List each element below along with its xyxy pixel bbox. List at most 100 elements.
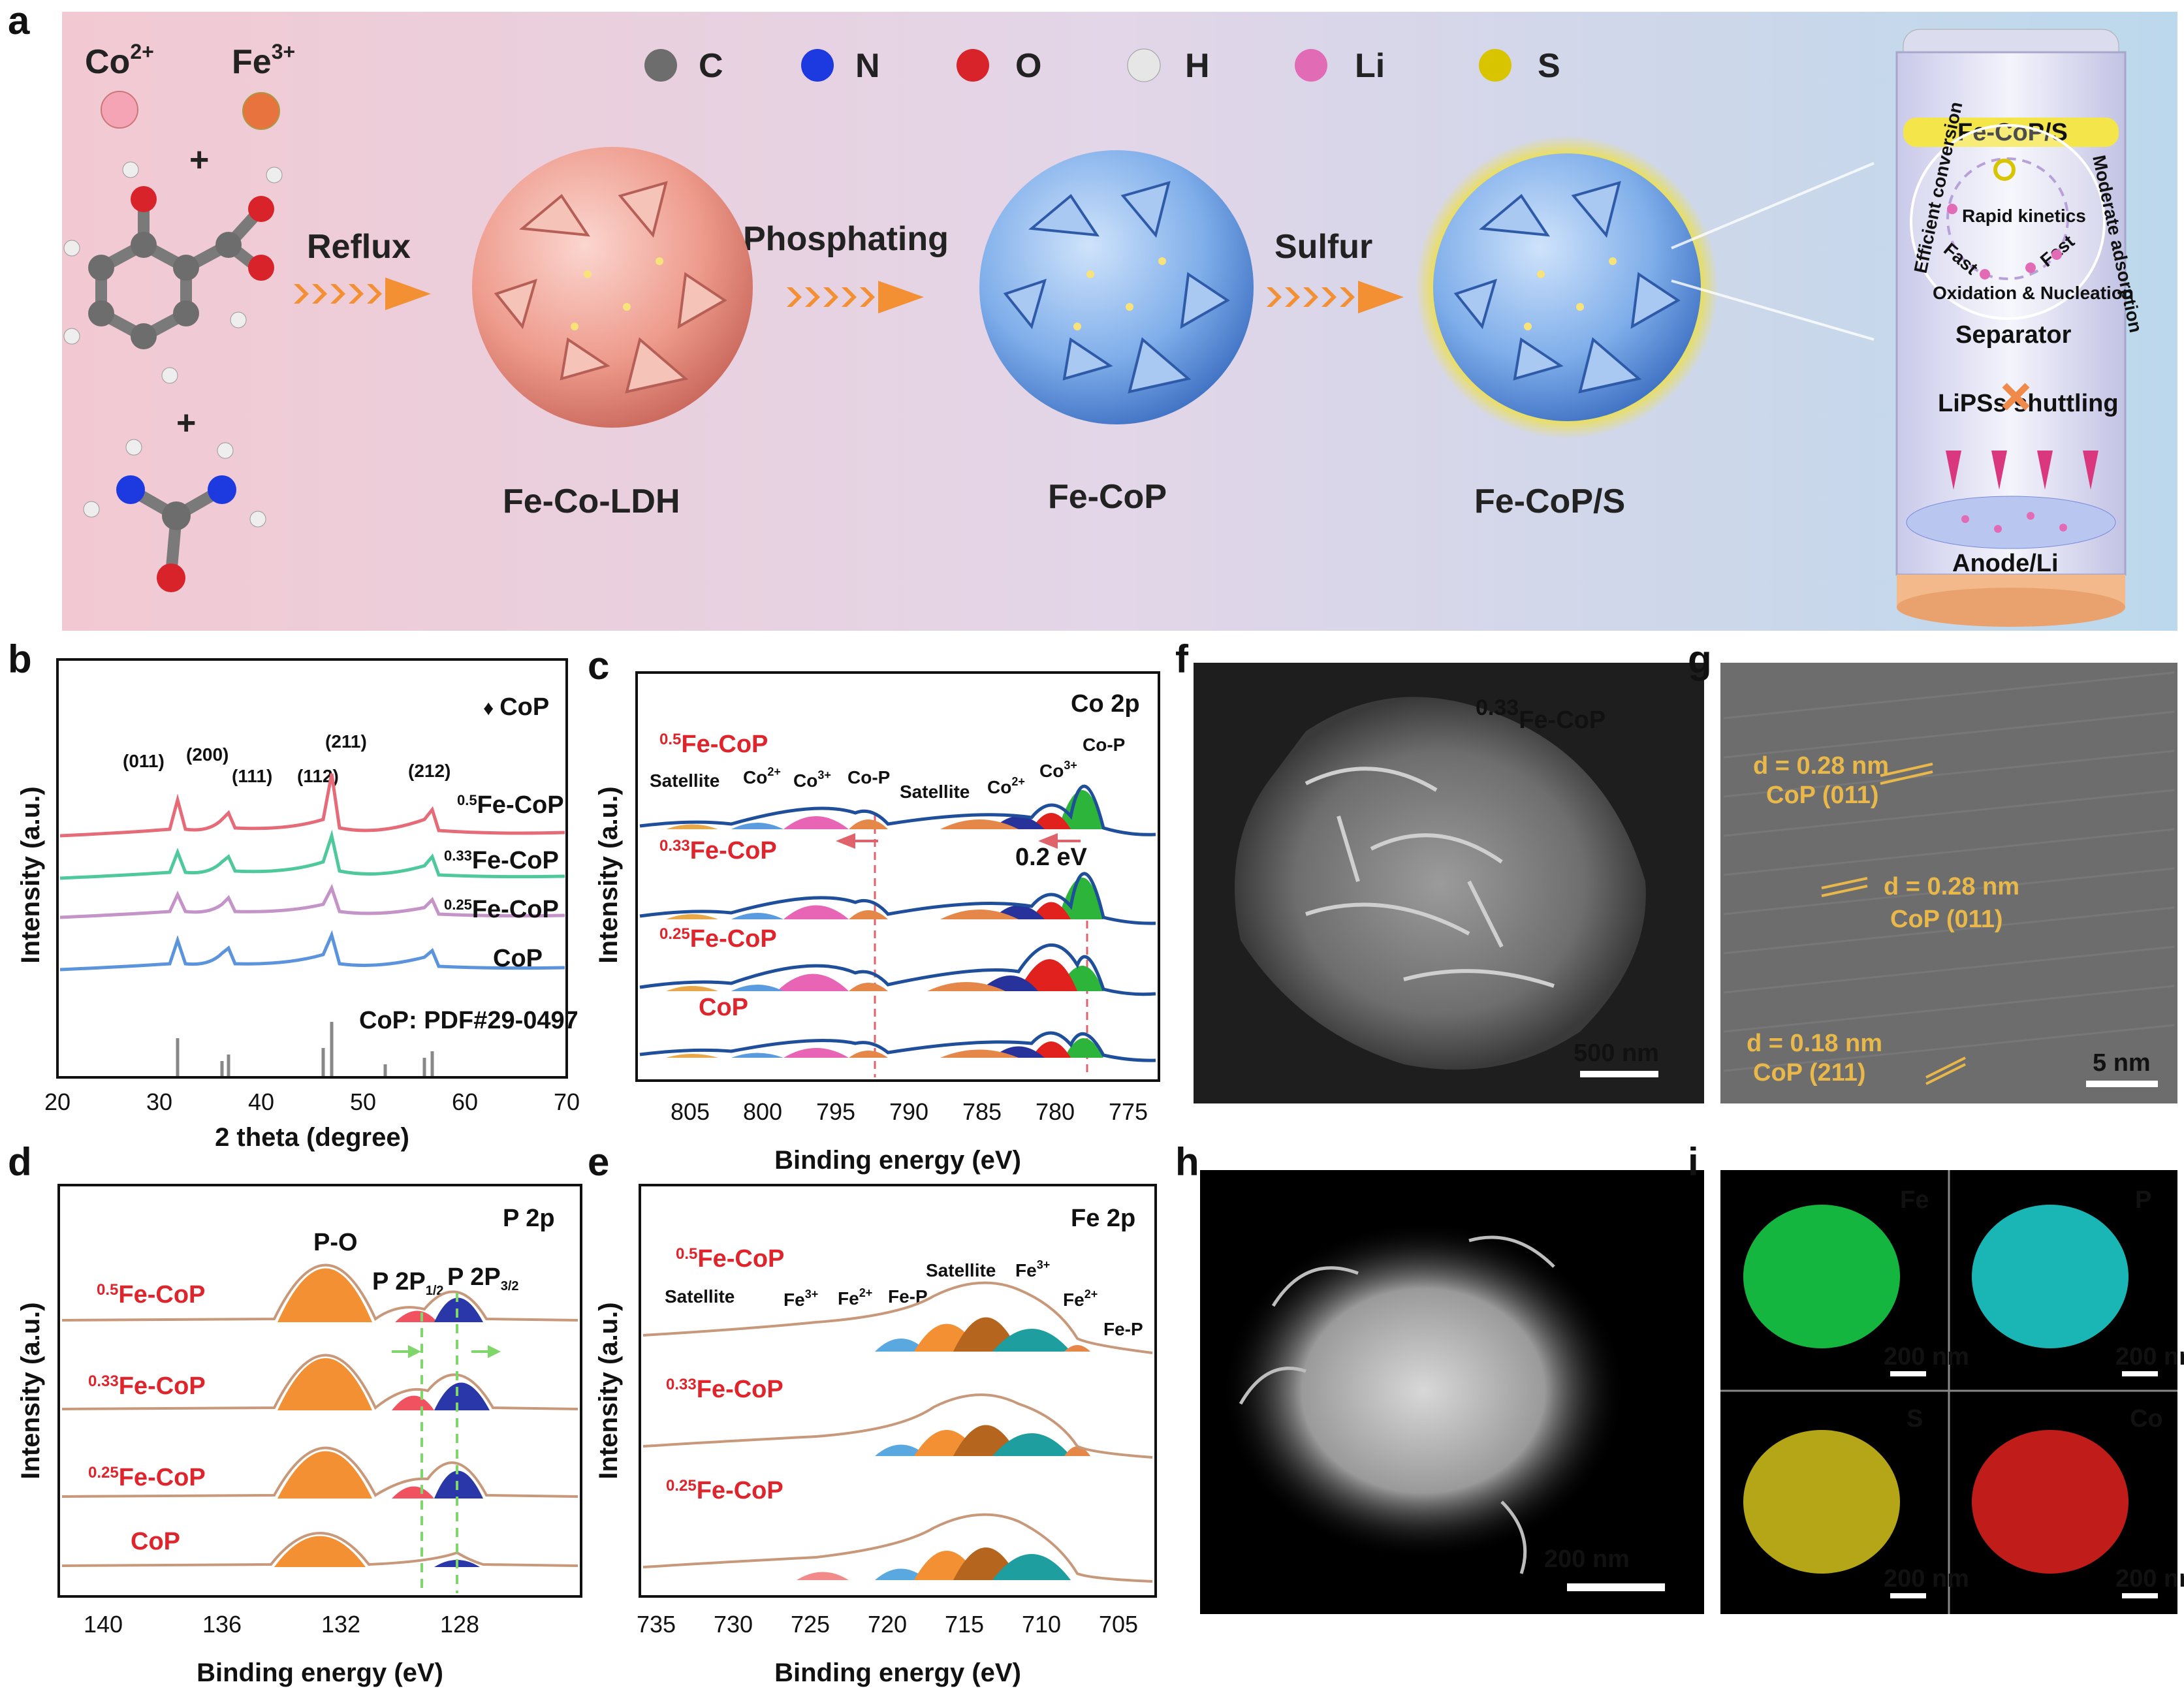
arrow-phosphating	[787, 281, 924, 313]
svg-text:775: 775	[1109, 1098, 1148, 1125]
panel-d: d Intensity (a.u.) Binding energy (eV) 1…	[8, 1140, 582, 1687]
svg-text:60: 60	[452, 1088, 478, 1115]
svg-text:725: 725	[791, 1611, 830, 1638]
svg-text:128: 128	[440, 1611, 479, 1638]
panel-g-scale: 5 nm	[2093, 1049, 2151, 1077]
panel-c-sample-labels: 0.5Fe-CoP 0.33Fe-CoP 0.25Fe-CoP CoP	[659, 731, 777, 1021]
panel-c-peak-labels: Satellite Co2+ Co3+ Co-P Satellite Co2+ …	[650, 735, 1125, 802]
anode-label: Anode/Li	[1952, 550, 2059, 577]
eds-p-map	[1972, 1205, 2129, 1348]
panel-e-peak-labels: Satellite Fe3+ Fe2+ Fe-P Satellite Fe3+ …	[665, 1258, 1143, 1339]
panel-c: c Intensity (a.u.) Binding energy (eV) 8…	[588, 644, 1160, 1175]
co-ion-ball	[101, 91, 138, 129]
legend-dot-h	[1127, 48, 1161, 82]
panel-e-xticks: 735 730 725 720 715 710 705	[637, 1611, 1138, 1638]
legend-dot-c	[644, 49, 677, 82]
arrow-sulfur	[1267, 281, 1404, 313]
panel-e-title: Fe 2p	[1071, 1205, 1135, 1232]
step-sulfur: Sulfur	[1274, 228, 1372, 266]
legend-label-li: Li	[1355, 47, 1385, 85]
fe-cop-sphere	[979, 150, 1254, 424]
panel-h: h 200 nm	[1175, 1140, 1704, 1614]
battery-cell: Fe-CoP/S Rapid kinetics Efficient conver…	[1895, 29, 2146, 627]
panel-g-scalebar	[2086, 1081, 2158, 1087]
svg-text:0.25Fe-CoP: 0.25Fe-CoP	[88, 1464, 206, 1491]
svg-text:50: 50	[350, 1088, 376, 1115]
panel-b-ref-bars	[176, 1022, 434, 1076]
panel-c-ylabel: Intensity (a.u.)	[594, 786, 623, 963]
svg-text:(212): (212)	[408, 761, 451, 781]
svg-text:20: 20	[44, 1088, 71, 1115]
svg-text:0.33Fe-CoP: 0.33Fe-CoP	[666, 1376, 783, 1403]
panel-c-label: c	[588, 644, 609, 688]
xrd-curve-0.25	[59, 883, 565, 919]
svg-text:0.25Fe-CoP: 0.25Fe-CoP	[444, 896, 559, 923]
shuttling-label: LiPSs shuttling	[1938, 390, 2119, 417]
eds-co-map	[1972, 1430, 2129, 1574]
svg-text:Co3+: Co3+	[1039, 759, 1077, 781]
panel-d-arrows	[392, 1345, 501, 1358]
panel-i-label: i	[1688, 1140, 1699, 1184]
panel-c-axes	[635, 671, 1160, 1082]
svg-text:CoP: CoP	[699, 994, 748, 1021]
fe-ion-ball	[242, 92, 280, 130]
panel-h-scale: 200 nm	[1544, 1546, 1630, 1573]
svg-text:Satellite: Satellite	[900, 782, 970, 802]
panel-h-label: h	[1175, 1140, 1199, 1184]
panel-g: g d = 0.28 nm CoP (011) d = 0.28 nm CoP …	[1688, 637, 2177, 1103]
panel-g-label: g	[1688, 637, 1712, 681]
hrtem-image	[1720, 663, 2177, 1103]
fringe-labels: d = 0.28 nm CoP (011) d = 0.28 nm CoP (0…	[1747, 752, 2019, 1086]
panel-b-peak-labels: (011) (200) (111) (112) (211) (212)	[123, 731, 451, 786]
svg-text:140: 140	[84, 1611, 123, 1638]
panel-d-xticks: 140 136 132 128	[84, 1611, 479, 1638]
svg-text:Co2+: Co2+	[743, 765, 781, 787]
panel-i: i Fe 200 nm P 200 nm S 200 nm Co 200 nm	[1688, 1140, 2184, 1614]
svg-text:Satellite: Satellite	[650, 770, 720, 791]
product-fe-co-ldh: Fe-Co-LDH	[503, 483, 680, 520]
panel-c-xlabel: Binding energy (eV)	[774, 1146, 1021, 1175]
xrd-curve-0.5	[59, 773, 565, 838]
atom-legend: C N O H Li S	[644, 47, 1560, 85]
panel-d-axes	[57, 1184, 582, 1598]
svg-text:705: 705	[1099, 1611, 1138, 1638]
eds-p-label: P	[2135, 1186, 2151, 1214]
panel-d-p32: P 2P3/2	[447, 1263, 519, 1293]
panel-c-envelopes	[639, 784, 1156, 1062]
svg-text:Fe-P: Fe-P	[1103, 1319, 1143, 1339]
panel-d-sample-labels: 0.5Fe-CoP 0.33Fe-CoP 0.25Fe-CoP CoP	[88, 1281, 206, 1555]
svg-text:70: 70	[554, 1088, 580, 1115]
svg-text:132: 132	[321, 1611, 360, 1638]
svg-text:0.5Fe-CoP: 0.5Fe-CoP	[457, 791, 564, 819]
legend-dot-o	[957, 49, 989, 82]
panel-c-fits	[666, 790, 1103, 1058]
panel-e-sample-labels: 0.5Fe-CoP 0.33Fe-CoP 0.25Fe-CoP	[666, 1245, 784, 1504]
oxidation-nucleation: Oxidation & Nucleation	[1933, 283, 2134, 303]
panel-c-xticks: 805 800 795 790 785 780 775	[671, 1098, 1148, 1125]
legend-label-s: S	[1538, 47, 1560, 85]
product-fe-cop: Fe-CoP	[1048, 478, 1167, 516]
panel-b-xticks: 20 30 40 50 60 70	[44, 1088, 580, 1115]
svg-text:0.33Fe-CoP: 0.33Fe-CoP	[88, 1372, 206, 1400]
svg-text:0.33Fe-CoP: 0.33Fe-CoP	[444, 847, 559, 874]
panel-d-po: P-O	[313, 1229, 358, 1256]
eds-co-scale: 200 nm	[2115, 1565, 2184, 1593]
svg-text:735: 735	[637, 1611, 676, 1638]
panel-b-ref: CoP: PDF#29-0497	[359, 1007, 578, 1034]
svg-text:Satellite: Satellite	[926, 1260, 996, 1280]
panel-b-curves	[59, 773, 565, 972]
panel-d-xlabel: Binding energy (eV)	[197, 1658, 443, 1687]
svg-text:800: 800	[743, 1098, 782, 1125]
panel-f-scalebar	[1580, 1071, 1658, 1077]
panel-e-ylabel: Intensity (a.u.)	[594, 1302, 623, 1479]
legend-dot-n	[801, 49, 834, 82]
panel-d-fits	[274, 1268, 490, 1567]
svg-text:730: 730	[714, 1611, 753, 1638]
panel-f-scale: 500 nm	[1574, 1039, 1659, 1067]
shuttle-cross-icon	[2002, 383, 2030, 411]
panel-b: b Intensity (a.u.) 2 theta (degree) 20 3…	[8, 637, 580, 1152]
panel-h-scalebar	[1567, 1583, 1665, 1591]
svg-text:(211): (211)	[325, 731, 367, 752]
legend-label-c: C	[699, 47, 723, 85]
ion-co-label: Co2+	[85, 40, 154, 81]
